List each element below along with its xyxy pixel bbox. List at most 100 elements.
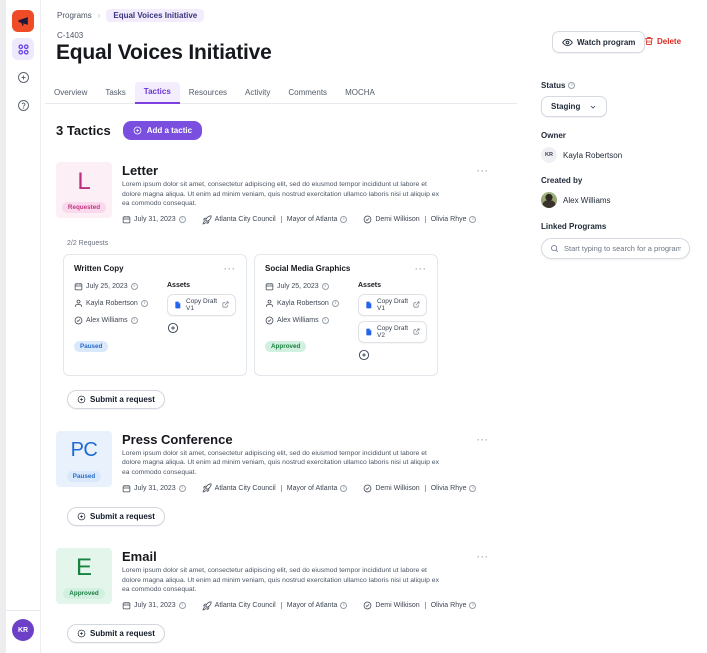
tactic-meta-row: July 31, 2023 i Atlanta City Council May… — [122, 215, 477, 225]
app-logo[interactable] — [12, 10, 34, 32]
document-icon — [174, 301, 182, 309]
sidebar-item-create[interactable] — [12, 66, 34, 88]
tactic-menu-button[interactable]: ··· — [477, 552, 489, 563]
tab-comments[interactable]: Comments — [288, 88, 328, 97]
asset-label: Copy Draft V1 — [377, 297, 409, 312]
person-icon — [74, 299, 83, 308]
separator — [280, 216, 282, 224]
rocket-icon — [202, 215, 212, 225]
owner-label: Owner — [541, 131, 566, 140]
tab-mocha[interactable]: MOCHA — [345, 88, 375, 97]
submit-request-label: Submit a request — [90, 512, 155, 522]
help-circle-icon — [17, 99, 30, 112]
info-icon[interactable]: i — [321, 316, 329, 324]
delete-button[interactable]: Delete — [644, 36, 681, 46]
tactic-description: Lorem ipsum dolor sit amet, consectetur … — [122, 449, 439, 476]
info-icon[interactable]: i — [340, 484, 348, 492]
sidebar-item-programs[interactable] — [12, 38, 34, 60]
tab-overview[interactable]: Overview — [54, 88, 88, 97]
request-menu-button[interactable]: ··· — [224, 263, 236, 274]
asset-chip[interactable]: Copy Draft V1 — [358, 293, 427, 316]
breadcrumb: Programs › Equal Voices Initiative — [57, 9, 205, 22]
tab-activity[interactable]: Activity — [245, 88, 271, 97]
add-asset-button[interactable] — [358, 349, 370, 361]
program-code: C-1403 — [57, 31, 84, 40]
asset-chip[interactable]: Copy Draft V1 — [167, 293, 236, 316]
info-icon[interactable]: i — [321, 282, 329, 290]
request-date: July 25, 2023 — [277, 282, 319, 290]
created-by-label: Created by — [541, 176, 583, 185]
separator — [424, 216, 426, 224]
info-icon[interactable]: i — [140, 299, 148, 307]
add-asset-button[interactable] — [167, 322, 179, 334]
info-icon[interactable]: i — [178, 216, 186, 224]
info-icon[interactable]: i — [178, 484, 186, 492]
due-date-item: July 31, 2023 i — [122, 484, 186, 493]
separator — [424, 602, 426, 610]
chevron-down-icon — [589, 103, 597, 111]
created-by-name: Alex Williams — [563, 195, 611, 205]
tactics-header: 3 Tactics Add a tactic — [56, 121, 489, 140]
info-icon[interactable]: i — [178, 602, 186, 610]
external-link-icon[interactable] — [413, 301, 420, 308]
info-icon[interactable]: i — [331, 299, 339, 307]
scrollbar-gutter[interactable] — [0, 0, 9, 653]
external-link-icon[interactable] — [413, 328, 420, 335]
tab-tasks[interactable]: Tasks — [105, 88, 126, 97]
info-icon[interactable]: i — [340, 602, 348, 610]
submit-request-button[interactable]: Submit a request — [67, 623, 165, 643]
audience-a: Atlanta City Council — [214, 602, 276, 610]
tactic-pc-tile: PC Paused — [56, 430, 112, 487]
approver-a: Demi Wilkison — [375, 216, 420, 224]
tactic-email-tile: E Approved — [56, 548, 112, 605]
external-link-icon[interactable] — [222, 301, 229, 308]
breadcrumb-programs[interactable]: Programs — [57, 11, 92, 20]
asset-label: Copy Draft V2 — [377, 324, 409, 339]
status-badge: Requested — [61, 202, 107, 213]
approvers-item: Demi Wilkison Olivia Rhye i — [363, 215, 477, 224]
submit-request-label: Submit a request — [90, 628, 155, 638]
info-icon[interactable]: i — [469, 216, 477, 224]
request-owner-item: Kayla Robertson i — [74, 299, 167, 308]
breadcrumb-current[interactable]: Equal Voices Initiative — [106, 9, 205, 22]
info-icon[interactable]: i — [130, 316, 138, 324]
tactic-menu-button[interactable]: ··· — [477, 166, 489, 176]
request-menu-button[interactable]: ··· — [415, 263, 427, 274]
info-icon[interactable]: i — [130, 282, 138, 290]
watch-program-button[interactable]: Watch program — [552, 31, 646, 53]
audience-a: Atlanta City Council — [214, 484, 276, 492]
plus-circle-icon — [77, 629, 86, 638]
info-icon[interactable]: i — [469, 602, 477, 610]
info-icon[interactable]: i — [340, 216, 348, 224]
sidebar-item-help[interactable] — [12, 94, 34, 116]
info-icon[interactable]: i — [568, 82, 576, 89]
tactic-title: Press Conference — [122, 431, 233, 447]
status-dropdown[interactable]: Staging — [541, 96, 608, 117]
status-label-row: Status i — [541, 81, 690, 90]
page-title: Equal Voices Initiative — [56, 41, 272, 64]
requests-count: 2/2 Requests — [67, 239, 109, 247]
tactic-letter-initial: L — [77, 168, 91, 195]
tab-resources[interactable]: Resources — [188, 88, 228, 97]
asset-chip[interactable]: Copy Draft V2 — [358, 320, 427, 343]
tactic-title: Letter — [122, 163, 159, 178]
submit-request-button[interactable]: Submit a request — [67, 389, 165, 409]
linked-programs-search-input[interactable] — [564, 244, 681, 253]
request-date-item: July 25, 2023 i — [265, 282, 358, 291]
add-tactic-button[interactable]: Add a tactic — [122, 121, 203, 140]
user-avatar[interactable]: KR — [12, 619, 34, 641]
info-icon[interactable]: i — [469, 484, 477, 492]
audience-b: Mayor of Atlanta — [286, 484, 338, 492]
tactic-menu-button[interactable]: ··· — [477, 434, 489, 445]
tactic-meta-row: July 31, 2023 i Atlanta City Council May… — [122, 601, 477, 611]
plus-circle-icon — [133, 126, 142, 135]
approvers-item: Demi Wilkison Olivia Rhye i — [363, 484, 477, 493]
due-date-item: July 31, 2023 i — [122, 215, 186, 224]
status-badge: Paused — [66, 470, 102, 482]
check-circle-icon — [363, 484, 372, 493]
audience-item: Atlanta City Council Mayor of Atlanta i — [202, 215, 348, 225]
tab-tactics[interactable]: Tactics — [134, 82, 180, 104]
submit-request-button[interactable]: Submit a request — [67, 507, 165, 527]
tactic-letter: L Requested Letter Lorem ipsum dolor sit… — [56, 162, 489, 225]
plus-circle-icon — [17, 71, 30, 84]
